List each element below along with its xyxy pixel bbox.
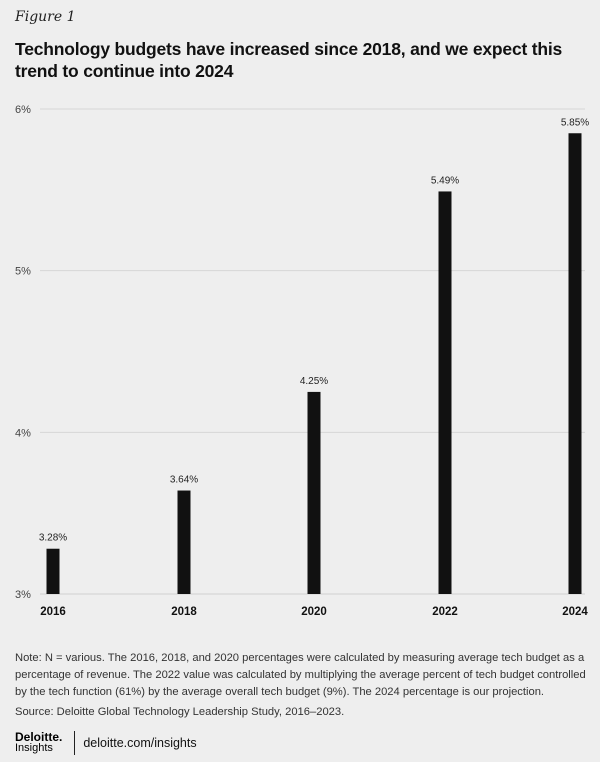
x-tick-label: 2018	[171, 606, 197, 618]
bar	[307, 391, 321, 594]
bar-value-label: 3.64%	[170, 475, 198, 486]
deloitte-logo: Deloitte. Insights	[15, 730, 63, 754]
bar-value-label: 4.25%	[300, 376, 328, 387]
bar	[568, 133, 582, 594]
bar-value-label: 5.49%	[431, 175, 459, 186]
y-tick-label: 6%	[15, 104, 31, 116]
bar	[438, 191, 452, 594]
x-tick-label: 2016	[40, 606, 66, 618]
y-tick-label: 5%	[15, 266, 31, 278]
chart-note: Note: N = various. The 2016, 2018, and 2…	[15, 652, 586, 698]
bar-chart: 3% 4% 5% 6% 3.28% 2016 3.64% 2018 4.25% 2020 5.49%…	[15, 104, 589, 618]
bar	[177, 490, 191, 594]
footer-url[interactable]: deloitte.com/insights	[83, 736, 197, 750]
x-tick-label: 2024	[562, 606, 588, 618]
x-tick-label: 2020	[301, 606, 327, 618]
y-tick-label: 3%	[15, 589, 31, 601]
figure-label: Figure 1	[15, 9, 76, 25]
logo-main-text: Deloitte.	[15, 730, 63, 744]
chart-title: Technology budgets have increased since …	[15, 39, 563, 81]
footer-divider	[74, 731, 76, 755]
bar-value-label: 5.85%	[561, 117, 589, 128]
y-tick-label: 4%	[15, 427, 31, 439]
footer: Deloitte. Insights deloitte.com/insights	[15, 731, 197, 755]
logo-sub-text: Insights	[15, 742, 53, 754]
bar-value-label: 3.28%	[39, 533, 67, 544]
chart-source: Source: Deloitte Global Technology Leade…	[15, 706, 345, 718]
bar	[46, 548, 60, 594]
x-tick-label: 2022	[432, 606, 458, 618]
